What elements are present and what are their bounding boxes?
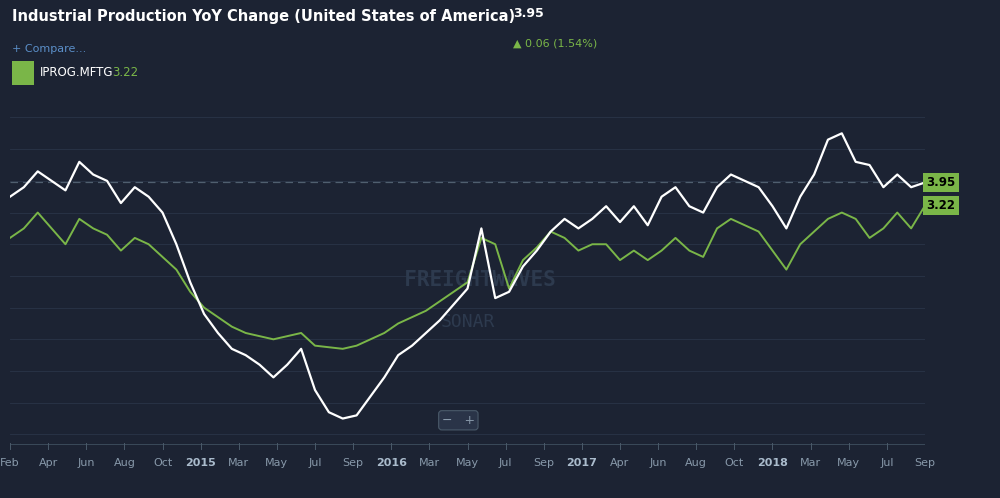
Text: May: May xyxy=(837,458,860,469)
Text: ▲ 0.06 (1.54%): ▲ 0.06 (1.54%) xyxy=(513,39,597,49)
Text: 2017: 2017 xyxy=(566,458,597,469)
Text: Apr: Apr xyxy=(610,458,630,469)
Text: 3.22: 3.22 xyxy=(926,199,956,212)
Text: SONAR: SONAR xyxy=(440,313,495,331)
Text: Apr: Apr xyxy=(38,458,58,469)
Text: Sep: Sep xyxy=(343,458,364,469)
Text: Jun: Jun xyxy=(78,458,95,469)
Text: FREIGHTWAVES: FREIGHTWAVES xyxy=(379,270,556,290)
Text: Jul: Jul xyxy=(880,458,894,469)
Text: Sep: Sep xyxy=(914,458,936,469)
Text: May: May xyxy=(456,458,479,469)
Text: Industrial Production YoY Change (United States of America): Industrial Production YoY Change (United… xyxy=(12,9,515,24)
Text: 2016: 2016 xyxy=(376,458,407,469)
Text: −   +: − + xyxy=(442,414,475,427)
Text: May: May xyxy=(265,458,288,469)
Text: Jul: Jul xyxy=(308,458,322,469)
Text: Aug: Aug xyxy=(685,458,707,469)
Text: Aug: Aug xyxy=(113,458,135,469)
Text: Jul: Jul xyxy=(499,458,512,469)
Text: + Compare...: + Compare... xyxy=(12,44,86,54)
Text: 2015: 2015 xyxy=(185,458,216,469)
Text: Mar: Mar xyxy=(419,458,440,469)
Text: Mar: Mar xyxy=(228,458,249,469)
Text: Oct: Oct xyxy=(153,458,172,469)
Text: Sep: Sep xyxy=(533,458,554,469)
Text: 2018: 2018 xyxy=(757,458,788,469)
Text: IPROG.MFTG: IPROG.MFTG xyxy=(40,66,114,79)
Bar xyxy=(12,61,34,85)
Text: 3.22: 3.22 xyxy=(112,66,138,79)
Text: Mar: Mar xyxy=(800,458,821,469)
Text: 3.95: 3.95 xyxy=(513,7,544,20)
Text: Jun: Jun xyxy=(649,458,667,469)
Text: 3.95: 3.95 xyxy=(926,176,956,189)
Text: Oct: Oct xyxy=(725,458,744,469)
Text: Feb: Feb xyxy=(0,458,20,469)
